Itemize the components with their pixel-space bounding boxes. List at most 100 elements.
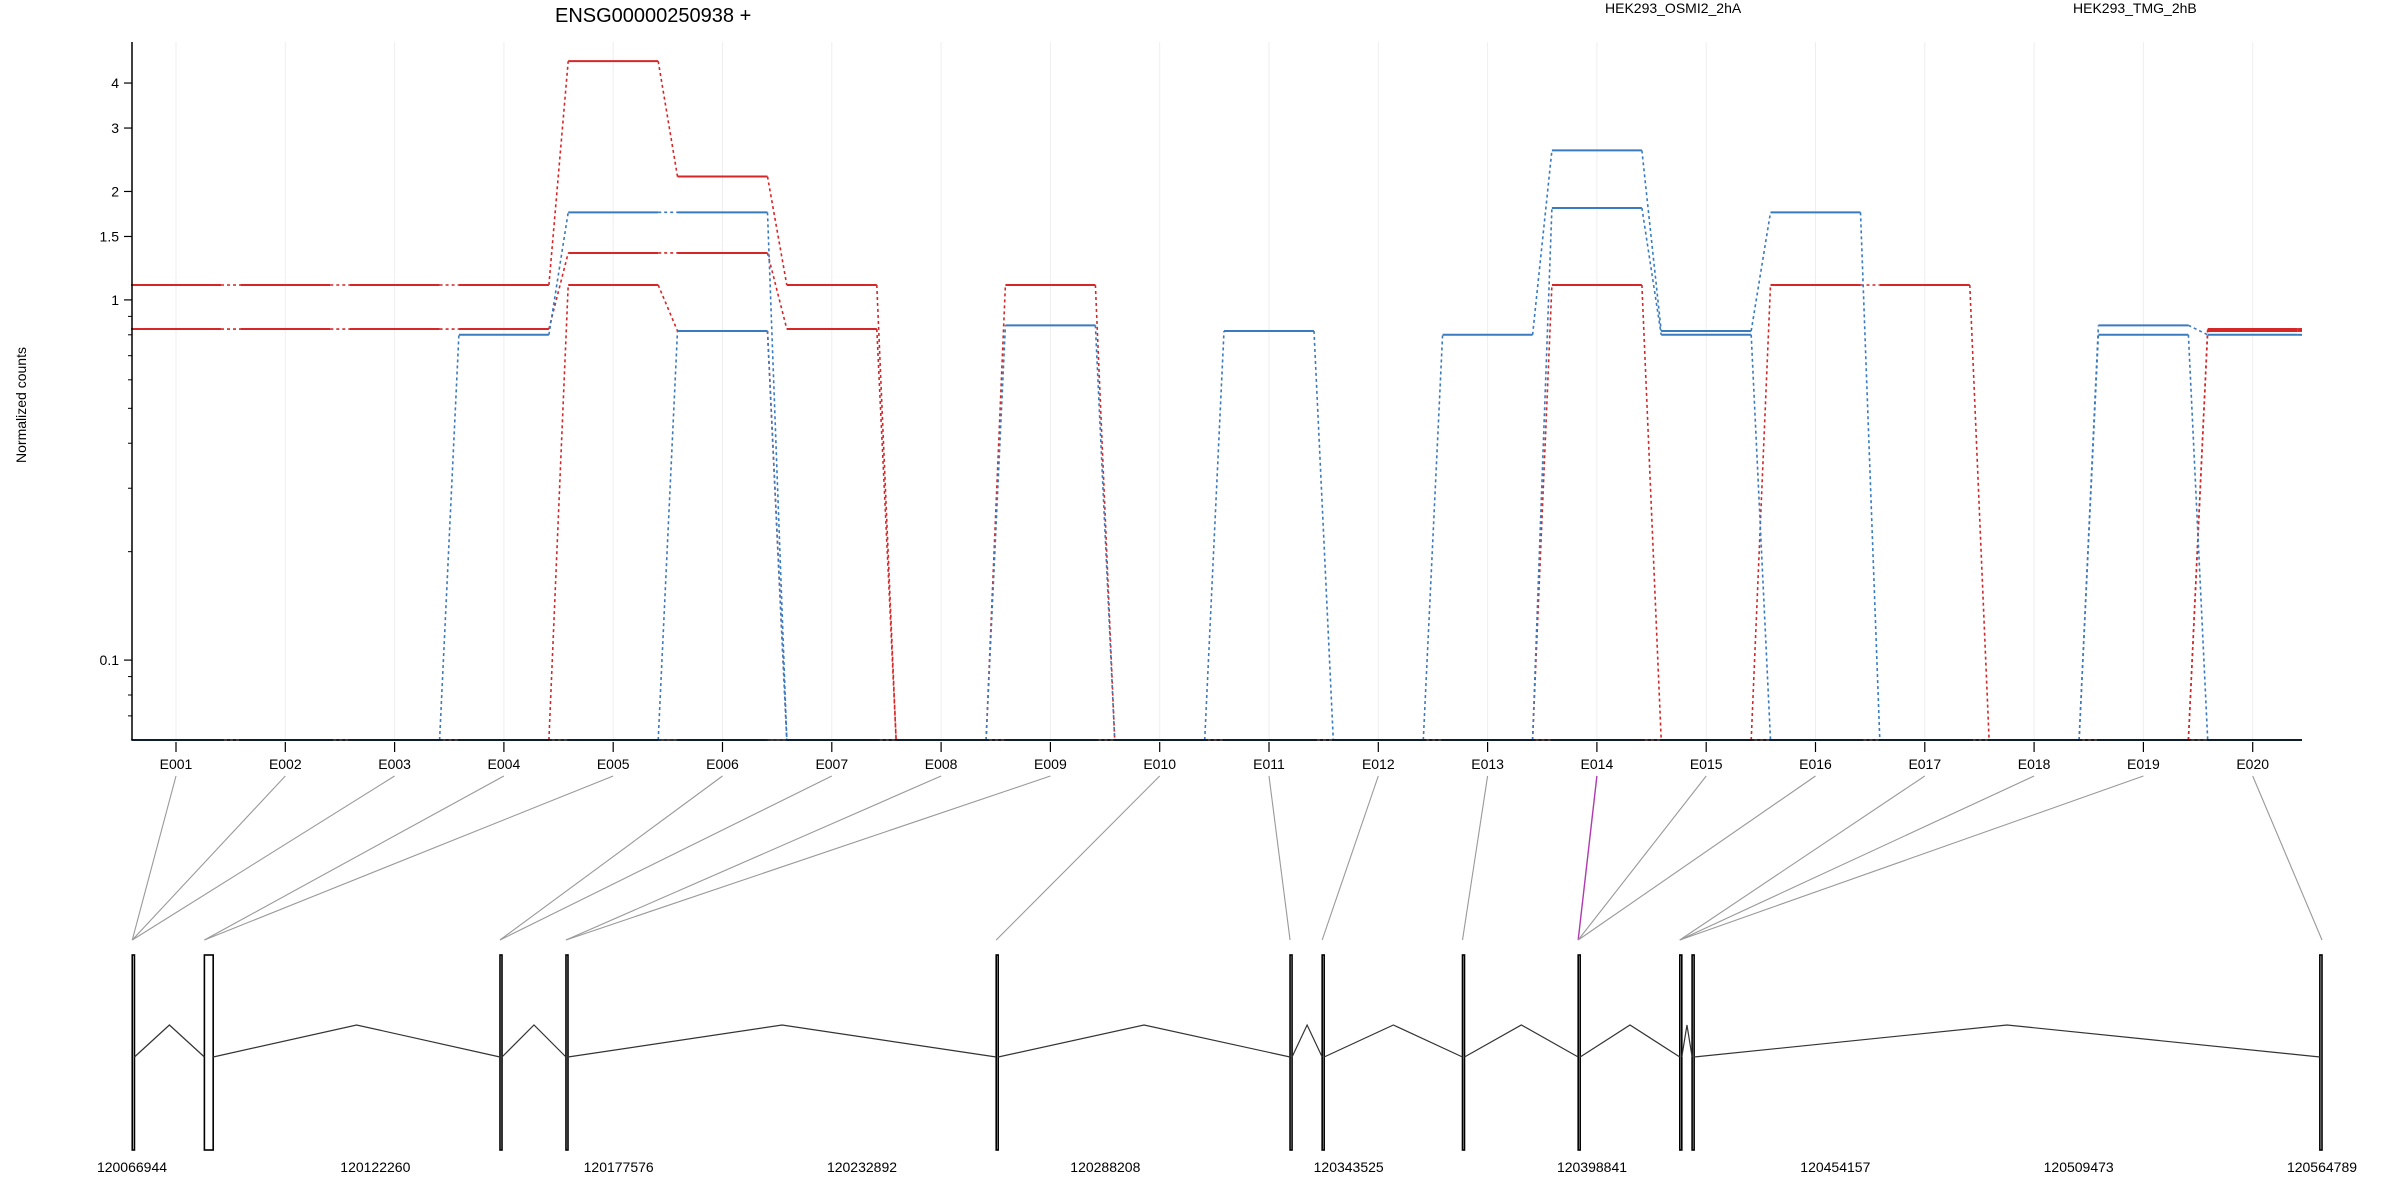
exon-box (1679, 954, 1683, 1151)
exon-box (565, 954, 569, 1151)
connector-e018 (1679, 775, 2035, 941)
connector-e015 (1577, 775, 1707, 941)
series-connector (766, 252, 788, 330)
exon-label-e011: E011 (1253, 756, 1285, 772)
exon-label-e005: E005 (597, 756, 630, 772)
exon-label-e002: E002 (269, 756, 302, 772)
connector-e004 (204, 775, 505, 941)
genomic-coordinate-label: 120398841 (1557, 1159, 1627, 1175)
exon-box (1691, 954, 1695, 1151)
legend-entry-tmg: HEK293_TMG_2hB (2073, 0, 2197, 16)
series-connector (438, 334, 460, 741)
intron-line (567, 1024, 997, 1058)
series-connector (1750, 284, 1772, 741)
connector-e011 (1268, 775, 1291, 941)
exon-label-e020: E020 (2236, 756, 2269, 772)
series-connector (548, 284, 569, 741)
exon-label-e018: E018 (2018, 756, 2051, 772)
connector-e013 (1461, 775, 1489, 941)
series-connector (2187, 334, 2209, 741)
exon-label-e008: E008 (925, 756, 958, 772)
y-tick-label: 2 (111, 183, 119, 199)
axes-group: 0.1 1 1.5 2 3 4 E001 E002 E003 E004 E005 E006 E007 E0… (100, 42, 2302, 772)
genomic-coordinate-label: 120343525 (1314, 1159, 1384, 1175)
series-connector (657, 330, 679, 741)
intron-line (998, 1024, 1291, 1058)
series-group (131, 60, 2302, 741)
exon-box (1321, 954, 1325, 1151)
series-connector (1094, 284, 1116, 741)
connector-e001 (131, 775, 177, 941)
y-tick-label: 0.1 (100, 652, 120, 668)
series-connector (1313, 330, 1335, 741)
series-connector (1641, 284, 1662, 741)
exon-box (995, 954, 1000, 1151)
exon-label-e010: E010 (1143, 756, 1176, 772)
genomic-coordinate-label: 120066944 (97, 1159, 167, 1175)
exon-label-e009: E009 (1034, 756, 1067, 772)
exon-label-e019: E019 (2127, 756, 2160, 772)
exon-box (1289, 954, 1293, 1151)
series-connector (1969, 284, 1990, 741)
series-connector (985, 284, 1007, 741)
chart-title: ENSG00000250938 + (555, 5, 751, 27)
y-tick-label: 1.5 (100, 228, 120, 244)
exon-label-e017: E017 (1908, 756, 1941, 772)
series-connector (1203, 330, 1225, 741)
series-replicate-1 (131, 251, 2302, 741)
intron-line (1291, 1023, 1323, 1058)
exon-label-e014: E014 (1581, 756, 1614, 772)
intron-line (134, 1024, 205, 1058)
exon-box (2319, 954, 2323, 1151)
series-connector (1641, 150, 1662, 332)
series-connector (657, 61, 679, 177)
connector-e009 (565, 775, 1051, 941)
series-connector (2078, 334, 2100, 741)
connector-e012 (1321, 775, 1379, 941)
intron-line (1694, 1024, 2320, 1058)
exon-label-e012: E012 (1362, 756, 1395, 772)
series-connector (1531, 207, 1553, 741)
series-connector (548, 212, 569, 335)
exon-label-e007: E007 (815, 756, 848, 772)
y-axis-label: Normalized counts (13, 347, 29, 463)
connector-e010 (995, 775, 1161, 941)
intron-line (1681, 1024, 1693, 1058)
exon-label-e015: E015 (1690, 756, 1723, 772)
connector-e003 (131, 775, 395, 941)
series-connector (766, 176, 788, 286)
connector-e017 (1679, 775, 1926, 941)
legend-entry-osmi2: HEK293_OSMI2_2hA (1605, 0, 1742, 16)
exon-box (131, 954, 136, 1151)
series-connector (985, 325, 1007, 741)
intron-line (501, 1024, 567, 1058)
genomic-coordinate-label: 120564789 (2287, 1159, 2357, 1175)
exon-label-e006: E006 (706, 756, 739, 772)
connector-e002 (131, 775, 286, 941)
series-connector (548, 61, 569, 286)
connector-e020 (2252, 775, 2323, 941)
exon-box (1461, 954, 1466, 1151)
exon-box (1577, 954, 1581, 1151)
series-replicate-2 (131, 283, 2302, 741)
genomic-coordinate-label: 120122260 (340, 1159, 410, 1175)
series-connector (766, 330, 788, 741)
exon-box (499, 954, 503, 1151)
connector-e016 (1577, 775, 1816, 941)
y-tick-label: 1 (111, 292, 119, 308)
connector-e019 (1679, 775, 2144, 941)
exon-label-e013: E013 (1471, 756, 1504, 772)
connector-e005 (204, 775, 614, 941)
series-connector (1094, 325, 1116, 741)
series-hek293-osmi2-2ha (131, 60, 2302, 741)
series-connector (1641, 207, 1662, 335)
exon-label-e004: E004 (488, 756, 521, 772)
connector-e008 (565, 775, 942, 941)
y-tick-label: 4 (111, 75, 119, 91)
series-connector (1422, 334, 1444, 741)
intron-line (1323, 1024, 1463, 1058)
exon-label-e001: E001 (160, 756, 193, 772)
intron-line (213, 1024, 501, 1058)
series-connector (1859, 212, 1881, 741)
